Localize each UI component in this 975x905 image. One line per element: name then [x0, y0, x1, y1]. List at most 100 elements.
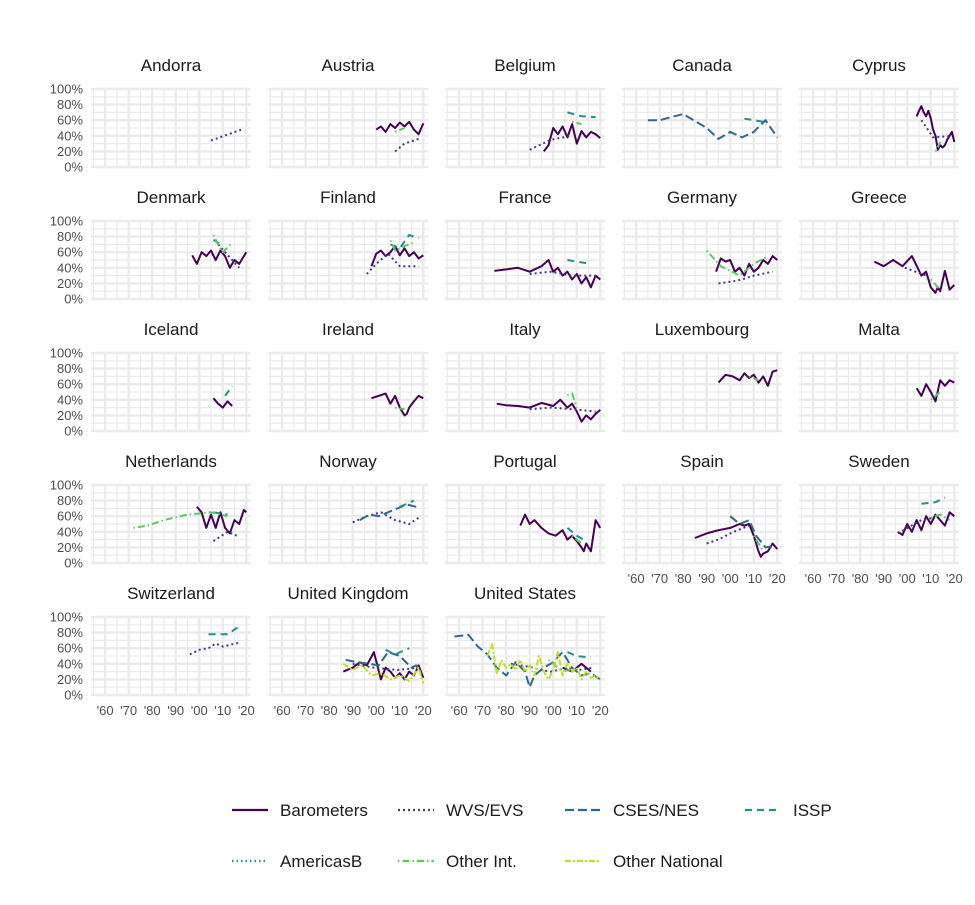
panel-sweden: Sweden '60 '70 '80 '90 '00 '10 '20: [799, 452, 963, 586]
legend-label: CSES/NES: [613, 801, 699, 820]
panel-belgium: Belgium: [445, 56, 605, 169]
y-tick-label: 80%: [57, 625, 83, 640]
series-line-other-int-: [389, 240, 415, 252]
y-tick-label: 20%: [57, 276, 83, 291]
panel-title: Cyprus: [852, 56, 906, 75]
x-tick-label: '10: [745, 571, 762, 586]
panel-netherlands: Netherlands 0%20%40%60%80%100%: [50, 452, 251, 571]
x-tick-label: '70: [828, 571, 845, 586]
y-tick-label: 100%: [50, 610, 84, 625]
x-tick-label: '80: [852, 571, 869, 586]
series-line-barometers: [915, 379, 955, 403]
y-tick-label: 80%: [57, 229, 83, 244]
x-tick-label: '90: [167, 703, 184, 718]
x-tick-label: '70: [120, 703, 137, 718]
y-tick-label: 0%: [64, 424, 83, 439]
series-line-other-int-: [571, 120, 582, 126]
x-tick-label: '60: [451, 703, 468, 718]
y-tick-label: 0%: [64, 292, 83, 307]
panel-title: France: [499, 188, 552, 207]
series-line-cses-nes: [454, 633, 601, 689]
legend-label: WVS/EVS: [446, 801, 523, 820]
x-tick-label: '90: [698, 571, 715, 586]
series-line-issp: [385, 647, 410, 656]
series-line-wvs-evs: [529, 270, 596, 277]
y-tick-label: 0%: [64, 556, 83, 571]
legend-item: Barometers: [232, 801, 368, 820]
x-tick-label: '90: [875, 571, 892, 586]
series-line-issp: [390, 234, 419, 250]
series-line-issp: [921, 496, 946, 505]
y-tick-label: 60%: [57, 641, 83, 656]
y-tick-label: 80%: [57, 97, 83, 112]
y-tick-label: 60%: [57, 509, 83, 524]
series-line-other-int-: [930, 513, 951, 521]
x-tick-label: '60: [805, 571, 822, 586]
series-line-other-int-: [567, 392, 578, 408]
series-line-wvs-evs: [510, 662, 594, 673]
x-tick-label: '80: [675, 571, 692, 586]
panel-title: Andorra: [141, 56, 202, 75]
y-tick-label: 40%: [57, 656, 83, 671]
panel-united-states: United States '60 '70 '80 '90 '00 '10 '20: [445, 584, 609, 718]
panel-title: Iceland: [144, 320, 199, 339]
series-line-other-int-: [930, 391, 941, 401]
panel-iceland: Iceland 0%20%40%60%80%100%: [50, 320, 251, 439]
panel-title: Norway: [319, 452, 377, 471]
legend-label: Other Int.: [446, 852, 517, 871]
panel-switzerland: Switzerland 0%20%40%60%80%100% '60 '70 '80 '9…: [50, 584, 255, 718]
series-line-barometers: [519, 513, 602, 553]
x-tick-label: '60: [628, 571, 645, 586]
y-tick-label: 100%: [50, 82, 84, 97]
panel-title: Germany: [667, 188, 737, 207]
y-tick-label: 100%: [50, 346, 84, 361]
series-line-other-int-: [705, 249, 769, 277]
panel-title: Spain: [680, 452, 723, 471]
series-line-other-int-: [212, 234, 233, 254]
x-tick-label: '70: [474, 703, 491, 718]
y-tick-label: 80%: [57, 493, 83, 508]
legend-item: WVS/EVS: [398, 801, 523, 820]
series-line-barometers: [496, 398, 601, 423]
series-line-barometers: [191, 249, 248, 269]
panel-title: Austria: [322, 56, 375, 75]
panel-title: Portugal: [493, 452, 556, 471]
series-line-barometers: [897, 511, 955, 536]
series-line-wvs-evs: [920, 119, 952, 139]
x-tick-label: '90: [521, 703, 538, 718]
x-tick-label: '20: [946, 571, 963, 586]
panel-germany: Germany: [622, 188, 782, 301]
legend-label: Barometers: [280, 801, 368, 820]
x-tick-label: '20: [238, 703, 255, 718]
series-line-wvs-evs: [352, 662, 419, 671]
series-line-other-int-: [394, 406, 405, 411]
x-tick-label: '80: [144, 703, 161, 718]
y-tick-label: 20%: [57, 408, 83, 423]
x-tick-label: '60: [97, 703, 114, 718]
panel-norway: Norway: [268, 452, 428, 565]
panel-title: Denmark: [137, 188, 206, 207]
x-tick-label: '10: [391, 703, 408, 718]
series-line-other-int-: [752, 535, 765, 552]
x-tick-label: '10: [214, 703, 231, 718]
legend-item: Other Int.: [398, 852, 517, 871]
x-tick-label: '20: [592, 703, 609, 718]
y-tick-label: 20%: [57, 672, 83, 687]
legend-item: Other National: [565, 852, 723, 871]
series-line-cses-nes: [729, 515, 776, 549]
x-tick-label: '00: [191, 703, 208, 718]
legend-item: AmericasB: [232, 852, 362, 871]
series-line-barometers: [371, 392, 424, 417]
series-line-wvs-evs: [706, 524, 750, 545]
x-tick-label: '70: [297, 703, 314, 718]
y-tick-label: 60%: [57, 377, 83, 392]
series-line-issp: [224, 385, 234, 397]
y-tick-label: 20%: [57, 540, 83, 555]
series-line-wvs-evs: [897, 516, 934, 535]
series-line-barometers: [370, 245, 424, 267]
y-tick-label: 40%: [57, 260, 83, 275]
panel-austria: Austria: [268, 56, 428, 169]
panel-italy: Italy: [445, 320, 605, 433]
y-tick-label: 40%: [57, 392, 83, 407]
